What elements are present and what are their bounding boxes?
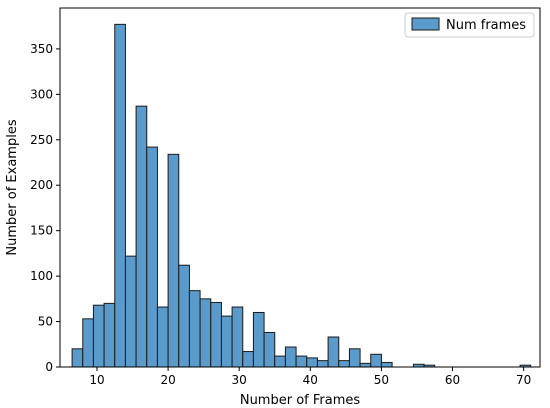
x-tick-label: 50	[374, 373, 389, 387]
x-tick-label: 70	[516, 373, 531, 387]
bars-group	[71, 23, 532, 368]
x-tick-label: 20	[160, 373, 175, 387]
histogram-bar	[242, 351, 254, 368]
histogram-bar	[263, 331, 276, 368]
histogram-bar	[231, 306, 244, 368]
histogram-bar	[370, 353, 382, 368]
x-axis-label: Number of Frames	[240, 393, 361, 408]
x-tick-label: 60	[445, 373, 460, 387]
histogram-bar	[359, 362, 372, 368]
histogram-bar	[167, 153, 180, 368]
histogram-bar	[199, 298, 212, 368]
y-tick-label: 300	[30, 87, 53, 101]
legend-label: Num frames	[446, 18, 526, 33]
histogram-bar	[220, 315, 233, 368]
histogram-bar	[338, 360, 350, 368]
histogram-bar	[252, 311, 265, 368]
histogram-bar	[348, 348, 361, 368]
histogram-bar	[146, 146, 158, 368]
histogram-bar	[103, 302, 116, 368]
x-axis: 10 20 30 40 50 60 70	[89, 367, 531, 387]
histogram-bar	[210, 301, 222, 368]
x-tick-label: 30	[232, 373, 247, 387]
histogram-bar	[274, 355, 286, 368]
histogram-bar	[92, 304, 105, 368]
y-tick-label: 100	[30, 269, 53, 283]
y-tick-label: 200	[30, 178, 53, 192]
histogram-bar	[327, 336, 340, 368]
plot-frame	[59, 7, 541, 368]
y-tick-label: 0	[45, 360, 53, 374]
y-axis: 0 50 100 150 200 250 300 350	[30, 42, 60, 374]
histogram-bar	[316, 360, 329, 368]
histogram-bar	[156, 306, 169, 368]
histogram-bar	[124, 255, 137, 368]
x-tick-label: 10	[89, 373, 104, 387]
histogram-bar	[380, 361, 393, 368]
histogram-bar	[178, 264, 190, 368]
histogram-bar	[295, 355, 308, 368]
y-axis-label: Number of Examples	[5, 119, 20, 255]
legend: Num frames	[404, 12, 535, 38]
legend-swatch	[411, 17, 440, 31]
x-tick-label: 40	[303, 373, 318, 387]
histogram-bar	[284, 346, 297, 368]
histogram-bar	[82, 318, 94, 368]
y-tick-label: 350	[30, 42, 53, 56]
y-tick-label: 250	[30, 133, 53, 147]
histogram-bar	[135, 105, 148, 368]
histogram-bar	[71, 348, 84, 368]
histogram-bar	[306, 357, 318, 368]
histogram-bar	[188, 290, 201, 368]
y-tick-label: 50	[38, 315, 53, 329]
histogram-bar	[114, 23, 126, 368]
y-tick-label: 150	[30, 224, 53, 238]
